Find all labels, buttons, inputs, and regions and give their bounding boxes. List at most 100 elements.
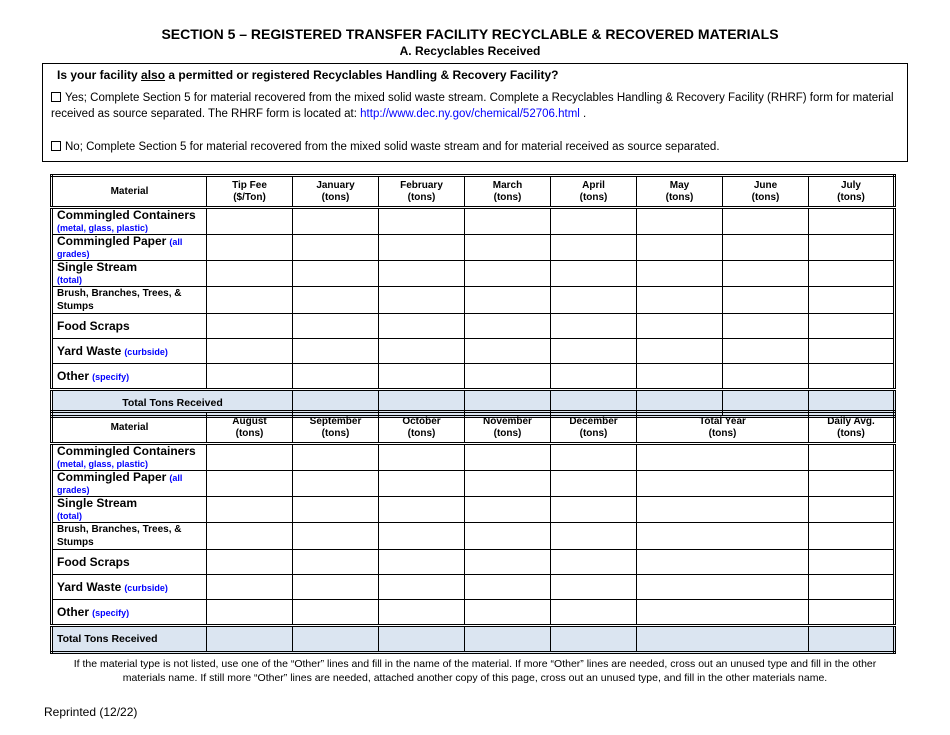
- entry-cell[interactable]: [292, 313, 379, 339]
- entry-cell[interactable]: [206, 443, 293, 471]
- entry-cell[interactable]: [550, 207, 637, 235]
- entry-cell[interactable]: [378, 260, 465, 287]
- entry-cell[interactable]: [808, 574, 895, 600]
- entry-cell[interactable]: [378, 338, 465, 364]
- entry-cell[interactable]: [464, 470, 551, 497]
- entry-cell[interactable]: [378, 207, 465, 235]
- entry-cell[interactable]: [206, 338, 293, 364]
- entry-cell[interactable]: [206, 260, 293, 287]
- entry-cell[interactable]: [808, 470, 895, 497]
- entry-cell[interactable]: [722, 286, 809, 314]
- entry-cell[interactable]: [636, 313, 723, 339]
- entry-cell[interactable]: [550, 260, 637, 287]
- entry-cell[interactable]: [722, 260, 809, 287]
- entry-cell[interactable]: [464, 260, 551, 287]
- entry-cell[interactable]: [206, 286, 293, 314]
- entry-cell[interactable]: [378, 443, 465, 471]
- entry-cell[interactable]: [550, 234, 637, 261]
- no-checkbox[interactable]: [51, 141, 61, 151]
- entry-cell[interactable]: [378, 234, 465, 261]
- entry-cell[interactable]: [550, 313, 637, 339]
- entry-cell[interactable]: [378, 574, 465, 600]
- entry-cell[interactable]: [206, 496, 293, 523]
- entry-cell[interactable]: [636, 363, 723, 390]
- entry-cell[interactable]: [292, 286, 379, 314]
- total-cell[interactable]: [808, 625, 895, 653]
- entry-cell[interactable]: [378, 470, 465, 497]
- entry-cell[interactable]: [636, 234, 723, 261]
- entry-cell[interactable]: [722, 363, 809, 390]
- total-cell[interactable]: [550, 625, 637, 653]
- entry-cell[interactable]: [550, 496, 637, 523]
- entry-cell[interactable]: [808, 599, 895, 626]
- total-cell[interactable]: [636, 625, 809, 653]
- entry-cell[interactable]: [378, 313, 465, 339]
- entry-cell[interactable]: [378, 549, 465, 575]
- yes-checkbox[interactable]: [51, 92, 61, 102]
- entry-cell[interactable]: [292, 338, 379, 364]
- entry-cell[interactable]: [808, 522, 895, 550]
- entry-cell[interactable]: [550, 599, 637, 626]
- entry-cell[interactable]: [636, 338, 723, 364]
- total-cell[interactable]: [206, 625, 293, 653]
- entry-cell[interactable]: [722, 338, 809, 364]
- entry-cell[interactable]: [464, 574, 551, 600]
- entry-cell[interactable]: [464, 338, 551, 364]
- entry-cell[interactable]: [636, 574, 809, 600]
- entry-cell[interactable]: [808, 313, 895, 339]
- entry-cell[interactable]: [206, 522, 293, 550]
- entry-cell[interactable]: [464, 549, 551, 575]
- total-cell[interactable]: [378, 625, 465, 653]
- entry-cell[interactable]: [636, 260, 723, 287]
- entry-cell[interactable]: [550, 522, 637, 550]
- entry-cell[interactable]: [550, 443, 637, 471]
- entry-cell[interactable]: [636, 522, 809, 550]
- entry-cell[interactable]: [722, 313, 809, 339]
- entry-cell[interactable]: [808, 496, 895, 523]
- entry-cell[interactable]: [464, 496, 551, 523]
- entry-cell[interactable]: [464, 363, 551, 390]
- entry-cell[interactable]: [378, 286, 465, 314]
- entry-cell[interactable]: [292, 443, 379, 471]
- entry-cell[interactable]: [292, 470, 379, 497]
- entry-cell[interactable]: [206, 363, 293, 390]
- entry-cell[interactable]: [292, 234, 379, 261]
- entry-cell[interactable]: [808, 338, 895, 364]
- entry-cell[interactable]: [722, 234, 809, 261]
- total-cell[interactable]: [292, 625, 379, 653]
- entry-cell[interactable]: [292, 207, 379, 235]
- entry-cell[interactable]: [636, 286, 723, 314]
- rhrf-form-link[interactable]: http://www.dec.ny.gov/chemical/52706.htm…: [360, 108, 580, 120]
- entry-cell[interactable]: [808, 443, 895, 471]
- entry-cell[interactable]: [378, 363, 465, 390]
- entry-cell[interactable]: [292, 522, 379, 550]
- entry-cell[interactable]: [292, 574, 379, 600]
- entry-cell[interactable]: [808, 234, 895, 261]
- entry-cell[interactable]: [464, 599, 551, 626]
- entry-cell[interactable]: [722, 207, 809, 235]
- entry-cell[interactable]: [550, 363, 637, 390]
- entry-cell[interactable]: [206, 234, 293, 261]
- entry-cell[interactable]: [206, 313, 293, 339]
- entry-cell[interactable]: [464, 443, 551, 471]
- entry-cell[interactable]: [550, 470, 637, 497]
- entry-cell[interactable]: [808, 363, 895, 390]
- entry-cell[interactable]: [206, 549, 293, 575]
- entry-cell[interactable]: [636, 443, 809, 471]
- entry-cell[interactable]: [292, 599, 379, 626]
- entry-cell[interactable]: [464, 234, 551, 261]
- entry-cell[interactable]: [292, 363, 379, 390]
- entry-cell[interactable]: [206, 599, 293, 626]
- entry-cell[interactable]: [378, 599, 465, 626]
- entry-cell[interactable]: [464, 313, 551, 339]
- entry-cell[interactable]: [550, 286, 637, 314]
- entry-cell[interactable]: [636, 599, 809, 626]
- entry-cell[interactable]: [378, 496, 465, 523]
- entry-cell[interactable]: [206, 207, 293, 235]
- entry-cell[interactable]: [206, 574, 293, 600]
- entry-cell[interactable]: [464, 522, 551, 550]
- entry-cell[interactable]: [636, 470, 809, 497]
- entry-cell[interactable]: [636, 207, 723, 235]
- entry-cell[interactable]: [378, 522, 465, 550]
- entry-cell[interactable]: [550, 549, 637, 575]
